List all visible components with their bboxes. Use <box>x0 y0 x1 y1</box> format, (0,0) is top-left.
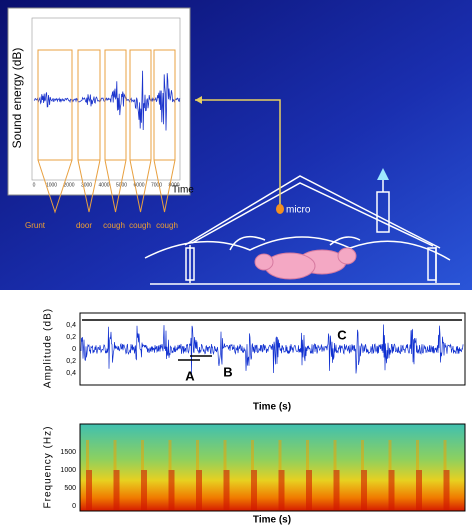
figure: micro Sound energy (dB) Time 01000200030… <box>0 0 472 528</box>
spectrogram-burst <box>169 470 175 510</box>
spectrogram-burst <box>416 440 419 470</box>
spectrogram-burst <box>141 470 147 510</box>
segment-label: cough <box>103 221 125 230</box>
waveform-axes <box>80 313 465 385</box>
spectrogram-burst <box>306 440 309 470</box>
spectrogram-burst <box>196 470 202 510</box>
spectrogram-burst <box>389 440 392 470</box>
spectrogram-burst <box>169 440 172 470</box>
spectrogram-burst <box>444 470 450 510</box>
marker-label: C <box>337 327 347 342</box>
segment-label: door <box>76 221 92 230</box>
spectrogram-burst <box>141 440 144 470</box>
waveform-y-label: Amplitude (dB) <box>43 308 54 388</box>
spectrogram-y-tick: 0 <box>72 503 76 510</box>
waveform-x-label: Time (s) <box>253 402 291 413</box>
inset-x-tick: 7000 <box>151 182 162 188</box>
spectrogram-y-label: Frequency (Hz) <box>43 426 54 509</box>
spectrogram-burst <box>416 470 422 510</box>
spectrogram-burst <box>114 440 117 470</box>
marker-label: A <box>185 368 195 383</box>
segment-label: cough <box>129 221 151 230</box>
waveform-y-tick: 0,2 <box>66 358 76 365</box>
inset-y-label: Sound energy (dB) <box>10 48 24 149</box>
spectrogram-burst <box>361 440 364 470</box>
spectrogram-burst <box>279 440 282 470</box>
micro-label: micro <box>286 205 311 216</box>
spectrogram-burst <box>196 440 199 470</box>
segment-label: cough <box>156 221 178 230</box>
inset-x-tick: 1000 <box>46 182 57 188</box>
spectrogram-burst <box>251 470 257 510</box>
spectrogram-y-tick: 500 <box>64 485 76 492</box>
spectrogram-burst <box>306 470 312 510</box>
inset-x-tick: 2000 <box>63 182 74 188</box>
marker-label: B <box>223 364 232 379</box>
waveform-y-tick: 0,2 <box>66 334 76 341</box>
waveform-y-tick: 0 <box>72 346 76 353</box>
inset-x-tick: 0 <box>33 182 36 188</box>
spectrogram-burst <box>334 440 337 470</box>
waveform-y-tick: 0,4 <box>66 370 76 377</box>
spectrogram-burst <box>389 470 395 510</box>
spectrogram-burst <box>86 440 89 470</box>
spectrogram <box>80 424 465 511</box>
spectrogram-burst <box>86 470 92 510</box>
spectrogram-burst <box>224 470 230 510</box>
microphone <box>276 204 284 214</box>
waveform-y-tick: 0,4 <box>66 322 76 329</box>
spectrogram-burst <box>361 470 367 510</box>
spectrogram-burst <box>224 440 227 470</box>
spectrogram-burst <box>444 440 447 470</box>
spectrogram-burst <box>251 440 254 470</box>
spectrogram-burst <box>279 470 285 510</box>
spectrogram-x-label: Time (s) <box>253 515 291 526</box>
spectrogram-burst <box>334 470 340 510</box>
inset-x-tick: 4000 <box>98 182 109 188</box>
segment-label: Grunt <box>25 221 46 230</box>
spectrogram-y-tick: 1500 <box>60 449 76 456</box>
spectrogram-burst <box>114 470 120 510</box>
spectrogram-y-tick: 1000 <box>60 467 76 474</box>
